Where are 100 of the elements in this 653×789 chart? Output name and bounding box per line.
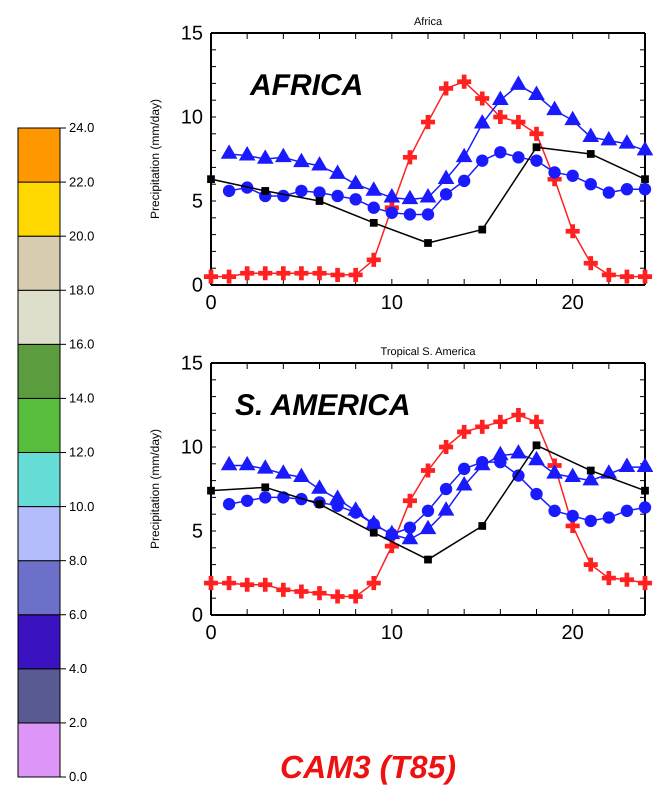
annotation: S. AMERICA: [235, 389, 411, 422]
x-tick-label: 10: [380, 292, 403, 314]
point: [370, 528, 378, 537]
point: [422, 504, 434, 518]
point: [295, 184, 308, 198]
point: [294, 584, 308, 599]
point: [620, 183, 634, 196]
point: [440, 188, 452, 200]
point: [584, 256, 598, 270]
point: [638, 270, 652, 284]
point: [204, 576, 218, 590]
point: [366, 252, 381, 267]
point: [602, 511, 616, 524]
point: [602, 186, 616, 199]
point: [638, 501, 652, 514]
point: [548, 504, 561, 518]
text: CAM3 (T85): [280, 749, 456, 785]
point: [368, 202, 380, 214]
point: [548, 166, 561, 179]
y-tick-label: 2.0: [69, 715, 88, 730]
y-tick-label: 10: [180, 106, 203, 128]
point: [584, 178, 597, 190]
point: [258, 578, 272, 592]
point: [331, 190, 344, 202]
point: [620, 504, 634, 518]
y-tick-label: 5: [192, 520, 203, 542]
point: [529, 126, 544, 141]
point: [493, 110, 508, 124]
point: [586, 150, 595, 158]
point: [457, 74, 472, 89]
point: [584, 514, 597, 528]
point: [439, 440, 454, 454]
point: [424, 239, 432, 247]
point: [566, 510, 579, 522]
point: [458, 174, 470, 188]
point: [348, 268, 363, 282]
y-axis-title: Precipitation (mm/day): [148, 98, 162, 220]
point: [478, 522, 486, 530]
point: [261, 187, 270, 195]
y-tick-label: 10.0: [69, 498, 94, 514]
point: [330, 268, 345, 282]
point: [207, 175, 215, 184]
x-tick-label: 20: [562, 292, 584, 314]
point: [494, 146, 507, 158]
point: [204, 270, 218, 284]
point: [402, 150, 417, 164]
x-tick-label: 20: [562, 622, 584, 644]
x-tick-label: 10: [380, 622, 403, 644]
point: [620, 572, 634, 587]
point: [316, 197, 324, 205]
point: [404, 208, 416, 221]
point: [404, 521, 416, 534]
point: [620, 270, 634, 284]
point: [566, 170, 579, 182]
point: [439, 81, 454, 96]
point: [276, 582, 290, 597]
point: [529, 414, 544, 429]
point: [586, 466, 595, 474]
y-tick-label: 10: [180, 436, 203, 458]
point: [420, 115, 436, 130]
y-tick-label: 0: [192, 604, 203, 626]
y-tick-label: 0.0: [69, 769, 88, 784]
point: [511, 115, 526, 130]
point: [532, 441, 540, 450]
point: [312, 586, 327, 600]
point: [478, 226, 486, 234]
y-tick-label: 12.0: [69, 444, 94, 460]
point: [530, 154, 543, 167]
point: [457, 424, 472, 439]
y-tick-label: 16.0: [69, 336, 94, 352]
point: [222, 498, 236, 510]
point: [259, 491, 272, 504]
point: [222, 576, 236, 590]
point: [294, 266, 308, 280]
point: [349, 193, 362, 206]
point: [312, 266, 327, 280]
point: [276, 266, 290, 280]
point: [458, 462, 470, 476]
point: [530, 488, 543, 500]
point: [348, 589, 363, 604]
point: [493, 414, 508, 429]
point: [602, 571, 616, 586]
point: [240, 494, 254, 507]
y-axis-title: Precipitation (mm/day): [148, 428, 162, 550]
point: [240, 578, 254, 592]
point: [240, 266, 254, 280]
point: [370, 218, 378, 227]
point: [207, 486, 215, 495]
point: [641, 175, 649, 184]
point: [512, 151, 525, 164]
point: [476, 154, 488, 167]
chart-title: Tropical S. America: [380, 346, 476, 358]
point: [366, 576, 381, 590]
point: [511, 408, 526, 422]
y-tick-label: 22.0: [69, 174, 94, 190]
y-tick-label: 6.0: [69, 606, 88, 622]
point: [386, 206, 398, 219]
point: [222, 184, 236, 198]
point: [258, 266, 272, 280]
point: [638, 183, 652, 196]
